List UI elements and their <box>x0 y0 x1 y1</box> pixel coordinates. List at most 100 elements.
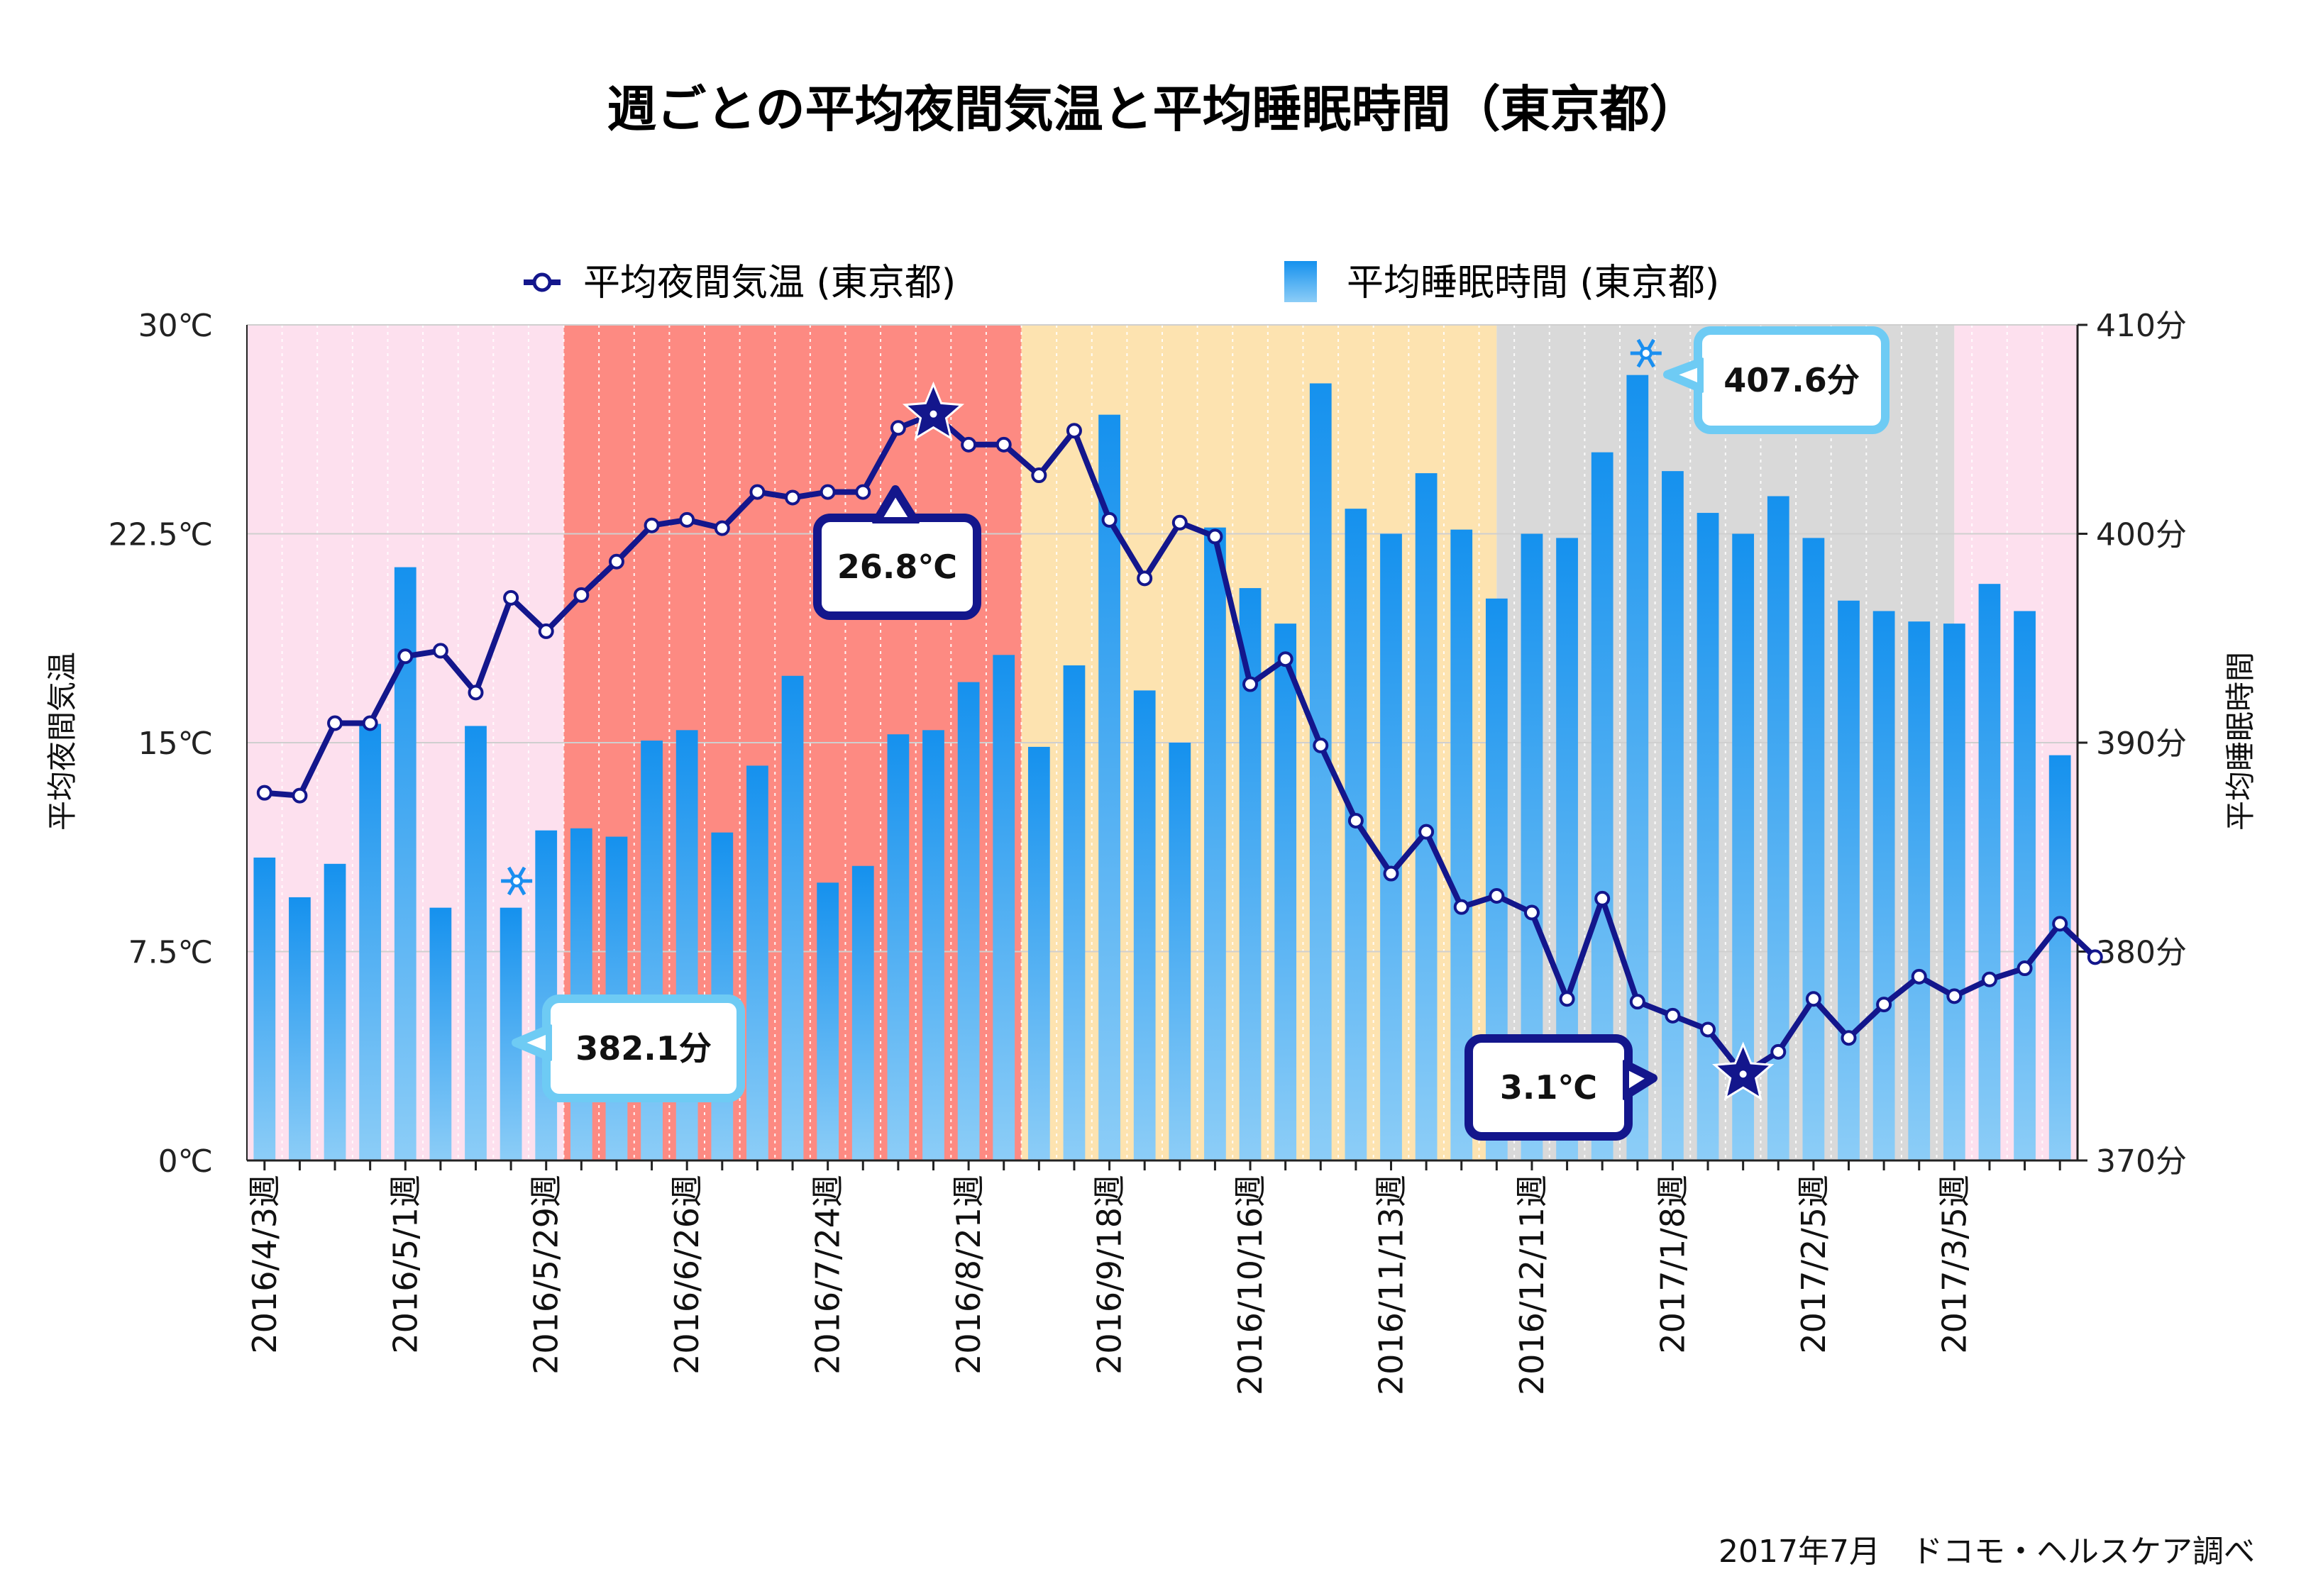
temperature-point <box>327 715 343 731</box>
y-left-tick-label: 7.5℃ <box>128 935 213 971</box>
y-left-tick-label: 15℃ <box>138 726 213 762</box>
y-left-axis-title: 平均夜間気温 <box>45 652 79 831</box>
min-temperature-callout-fill <box>1474 1044 1623 1131</box>
temperature-point <box>714 520 730 536</box>
bar <box>1098 414 1120 1160</box>
bar <box>1027 746 1050 1160</box>
bar <box>1802 538 1825 1160</box>
x-tick-label: 2016/5/1週 <box>386 1175 424 1354</box>
bar <box>1943 624 1965 1160</box>
bar <box>1767 496 1789 1160</box>
max-sleep-callout-tail <box>1663 358 1706 393</box>
x-tick-label: 2016/9/18週 <box>1091 1175 1129 1375</box>
temperature-point <box>256 785 272 801</box>
legend: 平均夜間気温 (東京都) 平均睡眠時間 (東京都) <box>524 261 1719 304</box>
temperature-point <box>749 484 766 500</box>
bar <box>1204 527 1226 1160</box>
temperature-point <box>1805 991 1821 1007</box>
temperature-point <box>1946 988 1963 1004</box>
bar <box>851 865 874 1160</box>
temperature-point <box>1770 1043 1787 1060</box>
max-sleep-callout-fill <box>1704 336 1880 424</box>
temperature-point <box>1418 824 1435 840</box>
temperature-point <box>1523 904 1540 921</box>
min-sleep-snowflake-icon-core <box>510 875 524 887</box>
temperature-point <box>644 517 660 533</box>
bar <box>1380 533 1402 1160</box>
temperature-point <box>961 436 977 453</box>
bar <box>500 907 522 1160</box>
min-sleep-callout-fill <box>552 1004 735 1092</box>
max-temperature-callout-text: 26.8℃ <box>837 548 957 586</box>
temperature-point <box>538 623 554 639</box>
min-sleep-callout-tail <box>512 1024 554 1061</box>
temperature-point <box>1313 737 1329 753</box>
chart-title: 週ごとの平均夜間気温と平均睡眠時間（東京都） <box>607 80 1699 138</box>
min-sleep-callout: 382.1分 <box>512 994 745 1102</box>
bar <box>359 724 382 1160</box>
min-temperature-callout: 3.1℃ <box>1464 1034 1657 1141</box>
temperature-point <box>2052 916 2068 932</box>
legend-bar-label: 平均睡眠時間 (東京都) <box>1347 262 1719 304</box>
x-tick-label: 2016/4/3週 <box>246 1175 284 1354</box>
bar <box>1838 600 1860 1160</box>
y-left-tick-label: 30℃ <box>138 308 213 344</box>
x-tick-label: 2016/12/11週 <box>1513 1175 1551 1395</box>
max-temperature-star-center <box>929 410 937 418</box>
y-right-tick-label: 370分 <box>2096 1143 2187 1180</box>
temperature-point <box>2017 960 2033 977</box>
temperature-point <box>1207 528 1223 545</box>
y-left-tick-label: 22.5℃ <box>109 517 213 553</box>
temperature-point <box>1453 899 1469 915</box>
max-sleep-callout-text: 407.6分 <box>1723 361 1860 399</box>
temperature-point <box>1066 423 1082 439</box>
x-tick-label: 2017/1/8週 <box>1653 1175 1692 1354</box>
temperature-point <box>573 587 590 603</box>
bar <box>922 730 944 1160</box>
y-right-tick-label: 400分 <box>2096 517 2187 553</box>
y-right-tick-label: 380分 <box>2096 935 2187 971</box>
y-right-tick-label: 410分 <box>2096 308 2187 344</box>
max-sleep-snowflake-icon <box>1630 338 1662 368</box>
x-tick-label: 2017/3/5週 <box>1935 1175 1973 1354</box>
max-sleep-callout: 407.6分 <box>1663 326 1890 434</box>
bar <box>253 857 276 1160</box>
temperature-point <box>292 787 308 804</box>
temperature-point <box>995 436 1012 453</box>
max-temperature-callout-tail <box>872 485 920 526</box>
bar <box>465 726 487 1160</box>
temperature-point <box>1629 994 1645 1010</box>
temperature-point <box>1981 971 1997 987</box>
bar <box>2014 611 2036 1160</box>
x-tick-label: 2016/11/13週 <box>1372 1175 1411 1395</box>
bar <box>2048 755 2071 1160</box>
bar <box>1662 471 1684 1160</box>
y-left-tick-label: 0℃ <box>158 1143 213 1180</box>
bar <box>289 897 311 1160</box>
temperature-point <box>1277 651 1293 667</box>
temperature-point <box>608 553 624 570</box>
temperature-point <box>1031 467 1047 484</box>
temperature-point <box>679 511 695 528</box>
bar <box>1309 383 1332 1161</box>
bar <box>429 907 452 1160</box>
temperature-point <box>397 648 414 665</box>
bar <box>1872 611 1895 1160</box>
temperature-point <box>468 685 484 701</box>
x-tick-label: 2016/10/16週 <box>1231 1175 1269 1395</box>
temperature-point <box>432 643 448 659</box>
bar <box>1274 624 1297 1160</box>
temperature-point <box>890 420 906 436</box>
plot-area: 0℃ 7.5℃ 15℃ 22.5℃ 30℃ 370分 380分 390分 400分 410分 201… <box>109 308 2187 1395</box>
bar <box>817 882 839 1160</box>
bar <box>1169 743 1191 1160</box>
temperature-point <box>362 715 378 731</box>
bar <box>993 655 1015 1160</box>
x-tick-label: 2017/2/5週 <box>1794 1175 1833 1354</box>
temperature-point <box>1876 997 1892 1013</box>
max-temperature-callout-fill <box>823 523 971 610</box>
bar <box>1133 690 1156 1160</box>
temperature-point <box>1911 968 1927 985</box>
temperature-point <box>1101 511 1118 528</box>
